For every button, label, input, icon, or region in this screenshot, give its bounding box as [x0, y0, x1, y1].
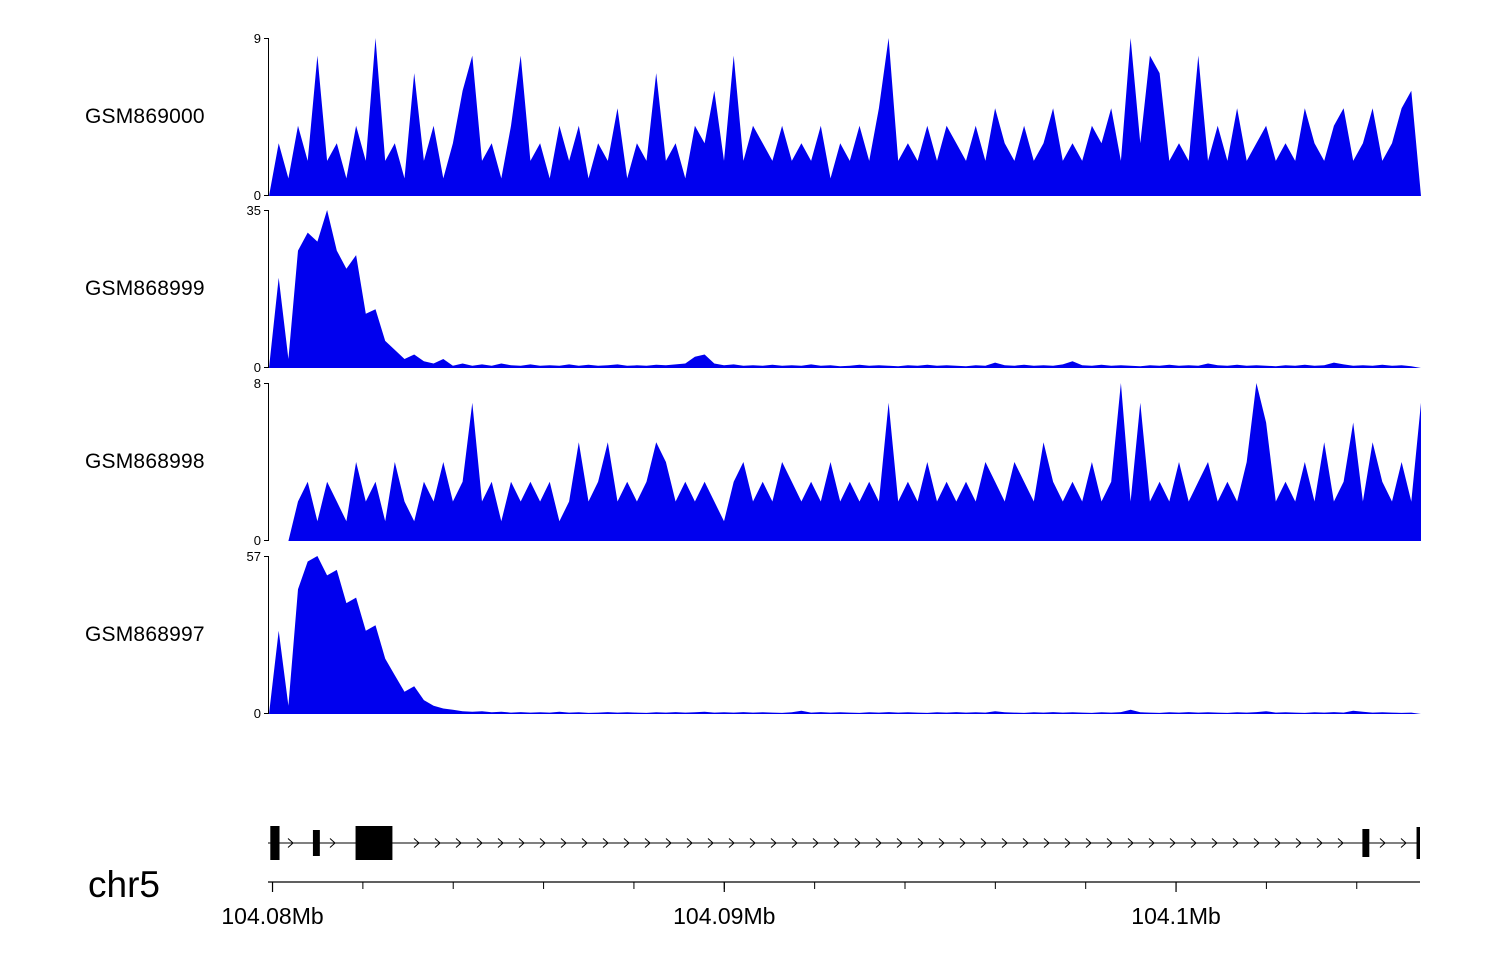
- y-axis-min-label: 0: [253, 706, 261, 721]
- y-axis-max-label: 57: [246, 549, 261, 564]
- track-label: GSM868997: [85, 623, 205, 646]
- coverage-area-chart: [269, 556, 1421, 714]
- track-row-gsm868998: GSM868998 8 0: [0, 376, 1500, 548]
- coverage-area-chart: [269, 38, 1421, 196]
- track-row-gsm869000: GSM869000 9 0: [0, 31, 1500, 203]
- svg-text:104.1Mb: 104.1Mb: [1131, 903, 1221, 929]
- track-label: GSM868998: [85, 450, 205, 473]
- y-axis-tick: [264, 38, 269, 39]
- gene-model-track: [268, 820, 1420, 866]
- track-label: GSM869000: [85, 105, 205, 128]
- chromosome-label: chr5: [88, 864, 160, 905]
- track-row-gsm868999: GSM868999 35 0: [0, 203, 1500, 375]
- coordinate-axis: 104.08Mb 104.09Mb 104.1Mb: [221, 872, 1420, 942]
- track-plot: 35 0: [247, 203, 1421, 375]
- y-axis-max-label: 9: [253, 31, 261, 46]
- coverage-area-chart: [269, 210, 1421, 368]
- y-axis-tick: [264, 195, 269, 196]
- y-axis-max-label: 8: [253, 376, 261, 391]
- svg-text:104.09Mb: 104.09Mb: [673, 903, 775, 929]
- y-axis-tick: [264, 540, 269, 541]
- y-axis-min-label: 0: [253, 533, 261, 548]
- svg-text:104.08Mb: 104.08Mb: [221, 903, 323, 929]
- track-plot: 8 0: [254, 376, 1421, 548]
- coordinate-axis-svg: 104.08Mb 104.09Mb 104.1Mb: [221, 881, 1420, 929]
- track-label: GSM868999: [85, 277, 205, 300]
- y-axis-tick: [264, 383, 269, 384]
- y-axis-tick: [264, 556, 269, 557]
- y-axis-tick: [264, 367, 269, 368]
- track-plot: 57 0: [247, 549, 1421, 721]
- y-axis-tick: [264, 713, 269, 714]
- y-axis-min-label: 0: [253, 188, 261, 203]
- y-axis-min-label: 0: [253, 360, 261, 375]
- gene-model-svg: [268, 826, 1420, 860]
- coverage-area-chart: [269, 383, 1421, 541]
- track-row-gsm868997: GSM868997 57 0: [0, 549, 1500, 721]
- y-axis-tick: [264, 210, 269, 211]
- track-plot: 9 0: [254, 31, 1421, 203]
- y-axis-max-label: 35: [246, 203, 261, 218]
